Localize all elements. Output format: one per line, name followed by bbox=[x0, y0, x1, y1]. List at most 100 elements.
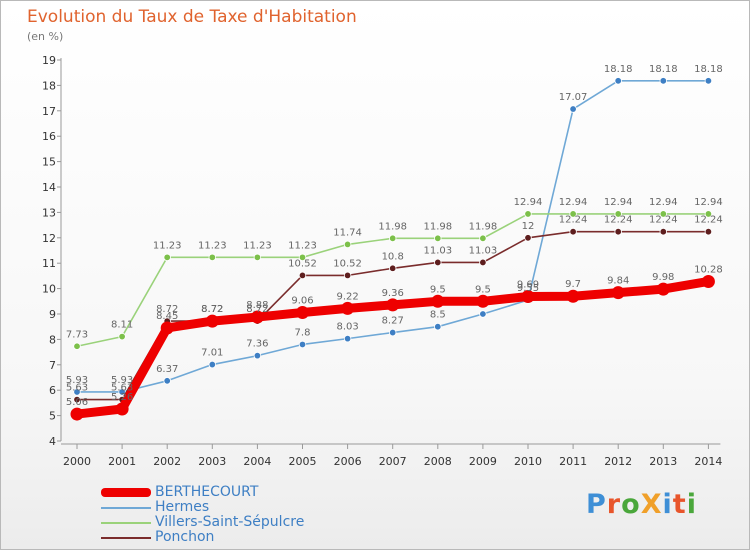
data-point bbox=[659, 210, 667, 218]
data-label: 11.98 bbox=[423, 221, 452, 232]
data-label: 9.22 bbox=[336, 291, 358, 302]
y-tick-label: 7 bbox=[49, 359, 56, 372]
logo-letter: t bbox=[672, 489, 687, 520]
data-point bbox=[253, 351, 262, 360]
x-tick-label: 2012 bbox=[604, 455, 632, 468]
y-tick-label: 6 bbox=[49, 384, 56, 397]
data-point bbox=[569, 105, 577, 113]
data-point bbox=[70, 407, 84, 421]
data-point bbox=[569, 210, 577, 218]
data-point bbox=[389, 328, 397, 337]
data-point bbox=[386, 298, 400, 312]
x-tick-label: 2006 bbox=[334, 455, 362, 468]
data-point bbox=[389, 264, 397, 272]
data-point bbox=[298, 271, 307, 280]
data-point bbox=[431, 294, 445, 308]
data-point bbox=[704, 210, 713, 218]
logo-letter: o bbox=[621, 489, 641, 520]
data-label: 12.94 bbox=[694, 197, 723, 208]
x-tick-label: 2002 bbox=[153, 455, 181, 468]
y-tick-label: 11 bbox=[42, 257, 56, 270]
data-label: 5.26 bbox=[111, 392, 133, 403]
data-label: 7.8 bbox=[295, 327, 311, 338]
logo-letter: X bbox=[640, 489, 663, 520]
data-label: 17.07 bbox=[559, 92, 588, 103]
logo-letter: r bbox=[606, 489, 622, 520]
data-label: 5.93 bbox=[66, 375, 88, 386]
y-tick-label: 14 bbox=[42, 181, 56, 194]
data-label: 12.24 bbox=[559, 215, 588, 226]
x-tick-label: 2000 bbox=[63, 455, 91, 468]
data-point bbox=[389, 234, 397, 243]
data-point bbox=[611, 286, 625, 300]
data-label: 6.37 bbox=[156, 364, 178, 375]
data-point bbox=[434, 323, 442, 331]
data-point bbox=[115, 402, 129, 416]
data-label: 12.94 bbox=[514, 197, 543, 208]
legend-swatch bbox=[101, 522, 151, 524]
data-point bbox=[614, 210, 622, 218]
data-point bbox=[298, 253, 307, 262]
data-label: 11.98 bbox=[378, 221, 407, 232]
y-tick-label: 12 bbox=[42, 232, 56, 245]
data-label: 8.27 bbox=[382, 316, 404, 327]
y-unit-label: (en %) bbox=[27, 30, 64, 43]
data-point bbox=[476, 294, 490, 308]
data-point bbox=[163, 253, 171, 262]
data-label: 11.03 bbox=[423, 245, 452, 256]
data-point bbox=[434, 234, 442, 243]
data-label: 12.94 bbox=[649, 197, 678, 208]
data-label: 9.55 bbox=[517, 283, 539, 294]
y-tick-label: 16 bbox=[42, 130, 56, 143]
x-tick-label: 2010 bbox=[514, 455, 542, 468]
data-label: 11.03 bbox=[469, 245, 498, 256]
y-tick-label: 17 bbox=[42, 105, 56, 118]
x-tick-label: 2007 bbox=[379, 455, 407, 468]
data-point bbox=[160, 321, 174, 335]
data-label: 8.5 bbox=[430, 310, 446, 321]
y-tick-label: 18 bbox=[42, 79, 56, 92]
data-label: 5.63 bbox=[66, 383, 88, 394]
data-label: 12.24 bbox=[694, 215, 723, 226]
data-point bbox=[704, 228, 713, 236]
data-point bbox=[343, 271, 352, 280]
y-tick-label: 15 bbox=[42, 156, 56, 169]
data-label: 8.88 bbox=[246, 300, 268, 311]
data-point bbox=[296, 305, 309, 319]
data-label: 12.24 bbox=[604, 215, 633, 226]
data-label: 5.06 bbox=[66, 397, 88, 408]
data-label: 9.69 bbox=[517, 279, 539, 290]
data-label: 7.01 bbox=[201, 348, 223, 359]
data-label: 18.18 bbox=[604, 64, 633, 75]
x-tick-label: 2014 bbox=[694, 455, 722, 468]
legend-swatch bbox=[101, 507, 151, 509]
y-tick-label: 5 bbox=[49, 410, 56, 423]
y-tick-label: 19 bbox=[42, 54, 56, 67]
logo-letter: i bbox=[662, 489, 673, 520]
y-tick-label: 8 bbox=[49, 333, 56, 346]
data-point bbox=[341, 301, 355, 315]
data-label: 5.63 bbox=[111, 383, 133, 394]
legend-swatch bbox=[101, 488, 151, 497]
data-point bbox=[208, 253, 216, 262]
data-label: 9.5 bbox=[430, 284, 446, 295]
proxiti-logo: ProXiti bbox=[586, 489, 697, 520]
data-point bbox=[343, 240, 352, 249]
x-tick-label: 2013 bbox=[649, 455, 677, 468]
data-point bbox=[656, 282, 670, 296]
y-tick-label: 4 bbox=[49, 435, 56, 448]
data-point bbox=[73, 342, 81, 350]
data-label: 8.11 bbox=[111, 320, 133, 331]
data-label: 9.5 bbox=[475, 284, 491, 295]
x-tick-label: 2011 bbox=[559, 455, 587, 468]
data-label: 18.18 bbox=[649, 64, 678, 75]
data-label: 9.98 bbox=[652, 272, 674, 283]
y-tick-label: 13 bbox=[42, 206, 56, 219]
data-label: 10.8 bbox=[382, 251, 404, 262]
data-label: 8.72 bbox=[201, 304, 223, 315]
data-point bbox=[614, 77, 622, 85]
data-point bbox=[479, 234, 487, 243]
data-point bbox=[118, 332, 126, 341]
data-label: 11.23 bbox=[288, 240, 317, 251]
